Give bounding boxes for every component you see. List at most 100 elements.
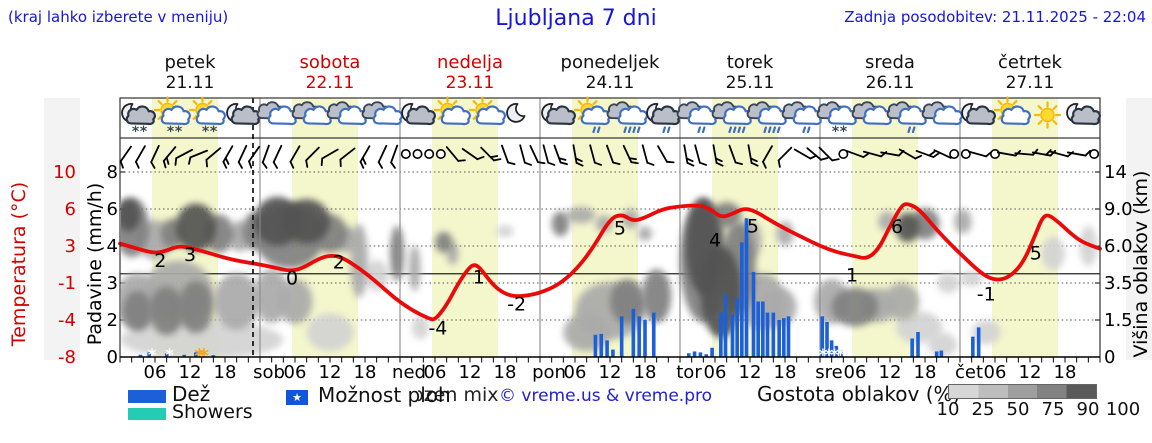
wind-barb-icon xyxy=(1089,149,1100,159)
frozen-mix-marker-icon: * xyxy=(199,345,209,367)
rain-legend-swatch xyxy=(128,390,166,403)
day-name: nedelja xyxy=(436,52,503,73)
wind-barb-icon xyxy=(762,145,773,169)
precip-bar xyxy=(756,301,760,357)
x-hour-label: 18 xyxy=(634,362,657,383)
weather-icon-sun-cloud-rain xyxy=(573,96,611,134)
temp-tick-label: -1 xyxy=(58,273,76,294)
wind-barb-icon xyxy=(377,144,388,169)
weather-icon-clouds-rain2 xyxy=(606,101,648,134)
weather-icon-clouds xyxy=(921,101,963,126)
x-hour-label: 06 xyxy=(984,362,1007,383)
cloud-density-legend-label: Gostota oblakov (%) xyxy=(757,382,961,406)
last-update: Zadnja posodobitev: 21.11.2025 - 22:04 xyxy=(844,8,1146,26)
x-hour-label: 12 xyxy=(179,362,202,383)
cloud-blob xyxy=(936,273,960,293)
cloud-blob xyxy=(283,199,330,244)
wind-barb-icon xyxy=(818,146,840,162)
wind-barb-icon xyxy=(657,145,675,164)
wind-barb-icon xyxy=(553,144,568,166)
day-name: ponedeljek xyxy=(560,52,660,73)
temperature-label: 6 xyxy=(891,216,903,238)
precip-bar xyxy=(619,316,624,357)
cloud-blob xyxy=(642,269,672,323)
temperature-label: 4 xyxy=(709,230,721,252)
precip-bar xyxy=(194,352,198,357)
day-band xyxy=(432,98,498,357)
weather-icon-sun-cloud-snow: * * xyxy=(153,96,191,140)
weather-icon-moon-cloud-rain xyxy=(646,103,681,134)
wind-barb-icon xyxy=(320,148,339,167)
cloudheight-tick-label: 6.0 xyxy=(1104,236,1133,257)
weather-icon-clouds-rain xyxy=(781,101,823,134)
temp-tick-label: -8 xyxy=(58,347,76,368)
wind-barb-icon xyxy=(135,145,146,169)
snow-marker-icon: * xyxy=(148,345,157,364)
x-hour-label: 18 xyxy=(914,362,937,383)
wind-barb-icon xyxy=(424,149,435,159)
cloud-blob xyxy=(213,273,260,330)
precip-bar xyxy=(704,354,709,357)
precip-bar xyxy=(939,350,944,357)
precip-bar xyxy=(651,312,656,357)
x-hour-label: 06 xyxy=(144,362,167,383)
precip-bar xyxy=(182,354,186,357)
precip-bar xyxy=(934,351,939,357)
weather-icon-sun-cloud-snow: * * xyxy=(188,96,226,140)
weather-icon-sun xyxy=(1033,101,1062,129)
wind-barb-icon xyxy=(542,144,556,166)
density-tick-label: 25 xyxy=(971,399,995,420)
wind-barb-icon xyxy=(339,147,356,168)
x-hour-label: 18 xyxy=(214,362,237,383)
wind-barb-icon xyxy=(480,146,502,162)
cloud-blob xyxy=(638,226,652,242)
x-hour-label: 06 xyxy=(284,362,307,383)
wind-barb-icon xyxy=(150,144,160,169)
copyright-link[interactable]: © vreme.us & vreme.pro xyxy=(499,386,713,406)
precip-bar xyxy=(916,332,920,357)
density-tick-label: 10 xyxy=(936,399,960,420)
x-day-abbrev: sob xyxy=(253,362,285,383)
precip-bar xyxy=(611,349,615,357)
temp-tick-label: 3 xyxy=(65,236,76,257)
wind-barb-icon xyxy=(400,149,411,159)
precip-bar xyxy=(164,353,169,357)
cloud-blob xyxy=(884,283,920,320)
weather-icon-clouds-rain xyxy=(886,101,928,134)
precip-tick-label: 8 xyxy=(107,162,118,183)
right-axis-strip xyxy=(1126,98,1152,360)
x-day-abbrev: čet xyxy=(955,362,983,383)
precip-bar xyxy=(740,242,744,357)
wind-barb-icon xyxy=(119,145,132,169)
precip-tick-label: 6 xyxy=(107,199,118,220)
showers-possibility-legend-label: Možnost ploh xyxy=(318,383,451,407)
x-day-abbrev: tor xyxy=(676,362,702,383)
precip-bar xyxy=(147,352,151,357)
wind-barb-icon xyxy=(435,149,446,159)
weather-icon-moon-cloud xyxy=(226,103,261,126)
x-hour-label: 12 xyxy=(459,362,482,383)
wind-barb-icon xyxy=(461,147,485,161)
temperature-label: 0 xyxy=(286,268,298,290)
temperature-label: 1 xyxy=(473,266,485,288)
cloud-blob xyxy=(408,245,421,292)
cloudheight-tick-label: 1.5 xyxy=(1104,310,1133,331)
wind-barb-icon xyxy=(501,144,516,166)
weather-icon-moon-cloud xyxy=(1066,103,1101,126)
svg-text:*: * xyxy=(167,124,175,140)
wind-barb-icon xyxy=(205,147,222,168)
precip-bar xyxy=(719,312,723,357)
wind-barb-icon xyxy=(589,144,603,166)
cloud-blob xyxy=(971,320,1001,345)
precip-bar xyxy=(723,294,728,357)
wind-barb-icon xyxy=(261,144,270,169)
day-date: 23.11 xyxy=(445,73,495,93)
cloud-blob xyxy=(149,286,185,336)
frozen-mix-marker-icon: * xyxy=(194,345,204,367)
page-title: Ljubljana 7 dni xyxy=(495,6,657,31)
weather-icon-moon-cloud-snow: * * xyxy=(121,103,156,140)
wind-barb-icon xyxy=(1066,149,1092,157)
weather-icon-clouds xyxy=(851,101,893,126)
x-hour-label: 06 xyxy=(704,362,727,383)
